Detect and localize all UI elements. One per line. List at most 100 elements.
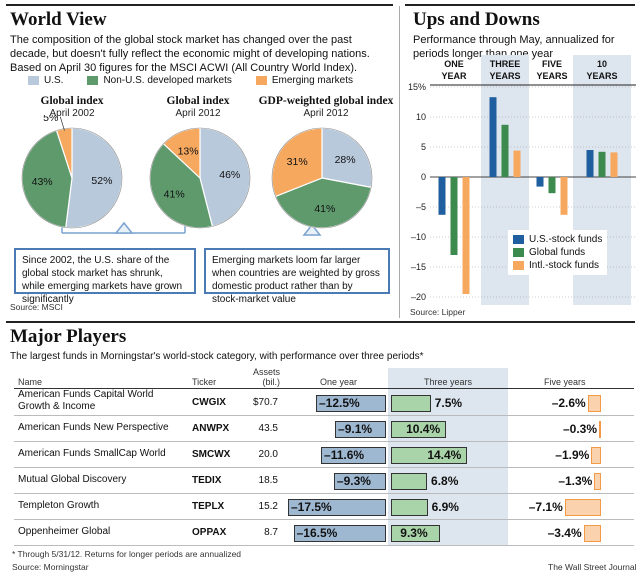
- ud-bar-3-1: [598, 151, 606, 177]
- three-years-bar: [391, 473, 428, 490]
- header-name: Name: [18, 377, 43, 387]
- pie2-title: Global index: [166, 95, 230, 107]
- header-one-year: One year: [320, 377, 358, 387]
- pie3-subtitle: April 2012: [303, 108, 349, 119]
- legend-non-us-swatch: [87, 76, 99, 85]
- pie1-label-0: 52%: [91, 175, 112, 187]
- one-year-value: –11.6%: [324, 448, 365, 462]
- pie3-label-1: 41%: [314, 203, 335, 215]
- pie-charts: 52% 43% 5% 46% 41% 13% 28% 41% 31%: [21, 115, 373, 236]
- major-players-rule: [6, 321, 635, 323]
- header-ticker: Ticker: [192, 377, 217, 387]
- three-years-value: 6.9%: [431, 500, 459, 514]
- ud-period-1-line-0: THREE: [490, 59, 521, 69]
- legend-emerging-label: Emerging markets: [271, 75, 353, 86]
- pie1-title: Global index: [40, 95, 104, 107]
- fund-ticker: TEPLX: [192, 501, 225, 512]
- fund-assets: 20.0: [258, 449, 278, 460]
- one-year-value: –16.5%: [296, 526, 338, 540]
- ud-legend-intl-swatch: [513, 261, 524, 270]
- legend-us-label: U.S.: [44, 75, 64, 86]
- three-years-value: 7.5%: [434, 396, 463, 410]
- wsj-credit: The Wall Street Journal: [548, 562, 637, 572]
- five-years-bar: [599, 421, 601, 438]
- five-years-value: –7.1%: [528, 500, 563, 514]
- ud-legend-intl: Intl.-stock funds: [513, 259, 602, 272]
- fund-name: American Funds Capital World Growth & In…: [18, 389, 154, 412]
- table-row: Templeton Growth TEPLX 15.2 –17.5% 6.9% –7.1%: [0, 494, 640, 520]
- pie3-title: GDP-weighted global index: [258, 95, 394, 107]
- five-years-bar: [564, 499, 601, 516]
- pie1-leader-2: [59, 116, 65, 131]
- five-years-value: –1.3%: [558, 474, 593, 488]
- fund-ticker: CWGIX: [192, 397, 226, 408]
- ups-downs-title: Ups and Downs: [413, 9, 540, 30]
- row-divider: [14, 467, 634, 468]
- one-year-bar: [293, 525, 386, 542]
- one-year-bar: [316, 395, 386, 412]
- header-rule: [14, 388, 634, 389]
- legend-non-us-label: Non-U.S. developed markets: [103, 75, 232, 86]
- table-row: American Funds SmallCap World SMCWX 20.0 –1…: [0, 442, 640, 468]
- row-divider: [14, 415, 634, 416]
- top-rule-left: [6, 4, 393, 6]
- callout-right: Emerging markets loom far larger when co…: [204, 248, 390, 305]
- one-year-value: –9.3%: [336, 474, 371, 488]
- header-three-years: Three years: [424, 377, 473, 387]
- three-years-value: 14.4%: [427, 448, 462, 462]
- five-years-value: –1.9%: [555, 448, 590, 462]
- one-year-bar: [333, 473, 386, 490]
- fund-assets: 43.5: [258, 423, 278, 434]
- ud-bar-1-0: [489, 97, 497, 177]
- fund-ticker: ANWPX: [192, 423, 230, 434]
- five-years-bar: [594, 473, 601, 490]
- ud-legend-global-label: Global funds: [529, 247, 586, 258]
- one-year-value: –9.1%: [338, 422, 373, 436]
- ud-ytick-7: –20: [411, 292, 426, 302]
- ups-downs-legend: U.S.-stock funds Global funds Intl.-stoc…: [508, 230, 608, 275]
- fund-ticker: SMCWX: [192, 449, 231, 460]
- ud-legend-us: U.S.-stock funds: [513, 233, 602, 246]
- fund-name: American Funds SmallCap World: [18, 448, 166, 459]
- ud-ytick-0: 15%: [408, 82, 426, 92]
- pie2-outline: [149, 127, 251, 229]
- five-years-value: –2.6%: [551, 396, 586, 410]
- pie2-label-1: 41%: [164, 188, 185, 200]
- ud-period-1-line-1: YEARS: [489, 71, 520, 81]
- ud-legend-global: Global funds: [513, 246, 602, 259]
- fund-name: American Funds New Perspective: [18, 422, 169, 433]
- fund-name: Templeton Growth: [18, 500, 100, 511]
- ud-bar-2-1: [548, 177, 556, 194]
- fund-ticker: OPPAX: [192, 527, 227, 538]
- legend-emerging: Emerging markets: [255, 75, 353, 86]
- one-year-bar: [288, 499, 386, 516]
- fund-name: Oppenheimer Global: [18, 526, 111, 537]
- pie-legend: U.S. Non-U.S. developed markets Emerging…: [28, 75, 388, 86]
- vertical-divider: [399, 6, 400, 318]
- ud-period-3-line-0: 10: [597, 59, 607, 69]
- major-players-source: Source: Morningstar: [12, 562, 89, 572]
- one-year-value: –17.5%: [291, 500, 332, 514]
- ud-period-0-line-0: ONE: [444, 59, 464, 69]
- pie1-subtitle: April 2002: [49, 108, 95, 119]
- row-divider: [14, 441, 634, 442]
- ud-period-3-line-1: YEARS: [586, 71, 617, 81]
- legend-us-swatch: [28, 76, 39, 85]
- ud-ytick-5: –10: [411, 232, 426, 242]
- ud-legend-global-swatch: [513, 248, 524, 257]
- three-years-value: 6.8%: [431, 474, 459, 488]
- pie1-label-2: 5%: [43, 115, 58, 124]
- ud-period-2-line-1: YEARS: [536, 71, 567, 81]
- header-five-years: Five years: [544, 377, 586, 387]
- ud-legend-us-label: U.S.-stock funds: [529, 234, 603, 245]
- ud-period-2-line-0: FIVE: [542, 59, 562, 69]
- ud-bar-2-0: [536, 177, 544, 187]
- row-divider: [14, 519, 634, 520]
- pie1-label-1: 43%: [32, 176, 53, 188]
- pie3-outline: [271, 127, 373, 229]
- row-divider: [14, 493, 634, 494]
- one-year-bar: [335, 421, 386, 438]
- fund-ticker: TEDIX: [192, 475, 222, 486]
- world-view-title: World View: [10, 9, 107, 30]
- five-years-value: –0.3%: [562, 422, 597, 436]
